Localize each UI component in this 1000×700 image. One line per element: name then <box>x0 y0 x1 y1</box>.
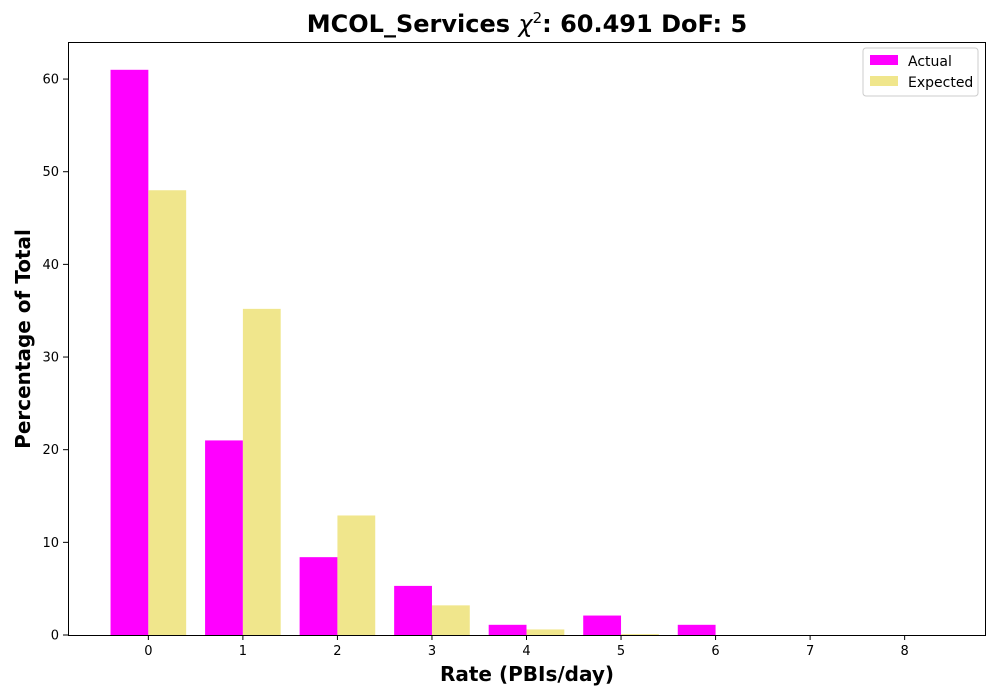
legend-label-expected: Expected <box>908 75 973 91</box>
bar-actual-5 <box>583 615 622 635</box>
x-tick-label: 7 <box>806 644 814 659</box>
bar-actual-1 <box>205 440 243 635</box>
y-tick-label: 50 <box>42 165 59 180</box>
bar-expected-4 <box>526 629 565 635</box>
y-tick-label: 10 <box>42 536 59 551</box>
x-tick-label: 6 <box>711 644 719 659</box>
y-tick-label: 20 <box>42 443 59 458</box>
plot-frame <box>68 42 986 636</box>
y-axis-label: Percentage of Total <box>11 229 35 449</box>
bar-expected-0 <box>148 190 187 635</box>
x-axis-label: Rate (PBIs/day) <box>440 662 614 686</box>
bar-actual-3 <box>394 585 432 635</box>
legend: Actual Expected <box>862 47 979 97</box>
x-tick-label: 3 <box>428 644 436 659</box>
y-tick-label: 0 <box>51 629 59 644</box>
y-tick-label: 40 <box>42 258 59 273</box>
x-tick-label: 4 <box>522 644 530 659</box>
chart-title: MCOL_Services χ2: 60.491 DoF: 5 <box>307 9 747 38</box>
bar-expected-5 <box>621 634 659 635</box>
x-tick-label: 2 <box>333 644 341 659</box>
x-tick-label: 8 <box>901 644 909 659</box>
x-axis-ticks: 0 1 2 3 4 5 6 7 8 <box>144 635 909 659</box>
bar-expected-2 <box>337 515 376 635</box>
x-tick-label: 1 <box>239 644 247 659</box>
bar-actual-4 <box>488 624 527 635</box>
x-tick-label: 0 <box>144 644 152 659</box>
bars-group <box>110 69 716 635</box>
legend-label-actual: Actual <box>908 54 952 70</box>
y-tick-label: 60 <box>42 73 59 88</box>
legend-swatch-actual <box>870 55 898 65</box>
bar-actual-2 <box>299 557 338 635</box>
bar-actual-6 <box>677 624 716 635</box>
y-tick-label: 30 <box>42 351 59 366</box>
bar-expected-1 <box>242 308 281 635</box>
x-tick-label: 5 <box>617 644 625 659</box>
bar-expected-3 <box>431 605 470 635</box>
y-axis-ticks: 0 10 20 30 40 50 60 <box>42 73 68 644</box>
bar-actual-0 <box>110 69 149 635</box>
legend-swatch-expected <box>870 76 898 86</box>
